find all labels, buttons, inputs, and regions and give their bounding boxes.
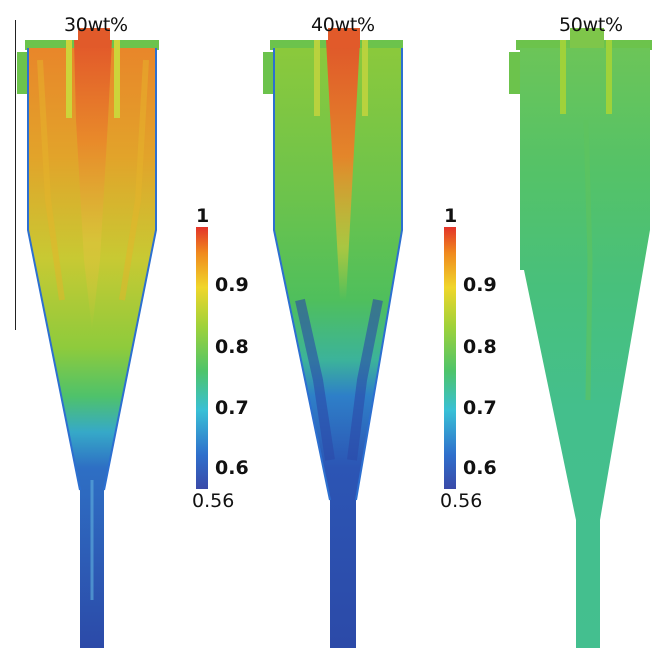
body-50: [520, 48, 650, 648]
body-40: [274, 48, 402, 648]
colorbar-2-min-label: 0.56: [440, 490, 483, 512]
panel-title-30wt: 30wt%: [64, 14, 128, 36]
colorbar-1-tick-3: 0.6: [215, 457, 249, 479]
cyclone-50wt: [509, 28, 652, 648]
body-30: [28, 48, 156, 648]
colorbar-1: [196, 227, 208, 489]
colorbar-1-tick-2: 0.7: [215, 397, 249, 419]
colorbar-2-tick-1: 0.8: [463, 336, 497, 358]
panel-title-40wt: 40wt%: [311, 14, 375, 36]
colorbar-1-min-label: 0.56: [192, 490, 235, 512]
colorbar-2-tick-3: 0.6: [463, 457, 497, 479]
cyclone-30wt: [17, 28, 159, 648]
panel-title-50wt: 50wt%: [559, 14, 623, 36]
cyclone-40wt: [263, 28, 403, 648]
colorbar-2: [444, 227, 456, 489]
colorbar-1-max-label: 1: [196, 205, 210, 227]
left-edge-line: [15, 20, 16, 330]
colorbar-2-max-label: 1: [444, 205, 458, 227]
colorbar-1-tick-1: 0.8: [215, 336, 249, 358]
colorbar-2-tick-2: 0.7: [463, 397, 497, 419]
colorbar-1-tick-0: 0.9: [215, 274, 249, 296]
colorbar-2-tick-0: 0.9: [463, 274, 497, 296]
